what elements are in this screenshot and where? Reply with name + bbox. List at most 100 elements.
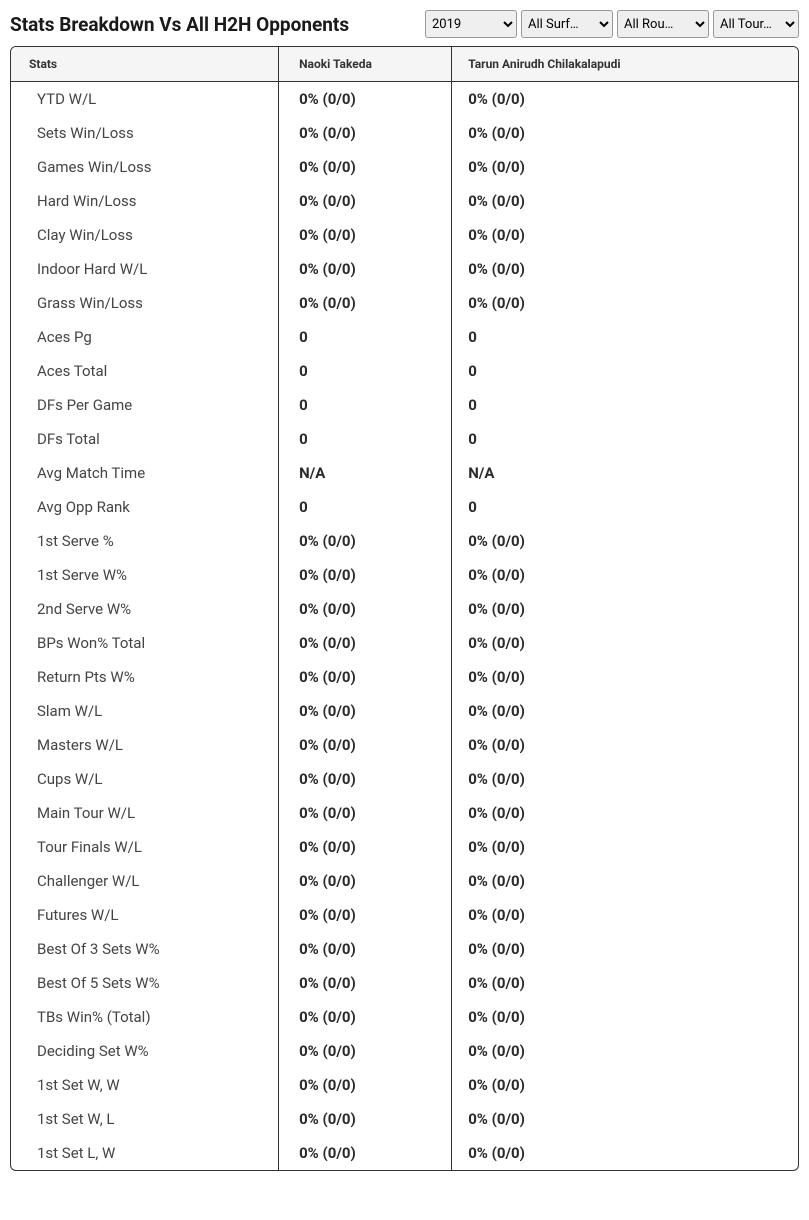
table-row: 1st Serve %0% (0/0)0% (0/0) — [11, 524, 798, 558]
table-row: Cups W/L0% (0/0)0% (0/0) — [11, 762, 798, 796]
tour-select[interactable]: All Tour… — [713, 10, 799, 38]
stat-label: Grass Win/Loss — [11, 286, 279, 320]
stat-value: 0% (0/0) — [452, 898, 798, 932]
stat-value: 0% (0/0) — [452, 694, 798, 728]
stat-value: 0% (0/0) — [452, 524, 798, 558]
table-row: 1st Serve W%0% (0/0)0% (0/0) — [11, 558, 798, 592]
col-header-player1: Naoki Takeda — [279, 47, 452, 82]
stat-value: 0% (0/0) — [279, 1102, 452, 1136]
year-select[interactable]: 2019 — [425, 10, 517, 38]
stat-value: 0% (0/0) — [452, 762, 798, 796]
stat-value: 0% (0/0) — [452, 558, 798, 592]
stat-value: 0% (0/0) — [279, 252, 452, 286]
stat-value: 0% (0/0) — [452, 796, 798, 830]
stat-value: 0 — [279, 422, 452, 456]
stat-value: 0% (0/0) — [452, 728, 798, 762]
stat-label: Sets Win/Loss — [11, 116, 279, 150]
stat-value: 0% (0/0) — [279, 762, 452, 796]
stat-label: Indoor Hard W/L — [11, 252, 279, 286]
table-row: Best Of 5 Sets W%0% (0/0)0% (0/0) — [11, 966, 798, 1000]
header-bar: Stats Breakdown Vs All H2H Opponents 201… — [0, 0, 809, 46]
table-row: 1st Set W, W0% (0/0)0% (0/0) — [11, 1068, 798, 1102]
stat-value: 0% (0/0) — [279, 1068, 452, 1102]
stat-label: Challenger W/L — [11, 864, 279, 898]
stat-label: Cups W/L — [11, 762, 279, 796]
stat-label: DFs Per Game — [11, 388, 279, 422]
table-row: TBs Win% (Total)0% (0/0)0% (0/0) — [11, 1000, 798, 1034]
table-row: DFs Per Game00 — [11, 388, 798, 422]
table-row: BPs Won% Total0% (0/0)0% (0/0) — [11, 626, 798, 660]
stat-label: Deciding Set W% — [11, 1034, 279, 1068]
stat-label: Games Win/Loss — [11, 150, 279, 184]
stat-value: 0 — [452, 388, 798, 422]
table-row: Challenger W/L0% (0/0)0% (0/0) — [11, 864, 798, 898]
stat-value: 0% (0/0) — [279, 932, 452, 966]
stat-value: 0% (0/0) — [452, 1068, 798, 1102]
stat-value: 0 — [279, 388, 452, 422]
stat-value: 0 — [452, 320, 798, 354]
stat-label: 2nd Serve W% — [11, 592, 279, 626]
stat-label: Return Pts W% — [11, 660, 279, 694]
table-row: Clay Win/Loss0% (0/0)0% (0/0) — [11, 218, 798, 252]
stat-value: 0% (0/0) — [279, 1136, 452, 1170]
stat-value: 0% (0/0) — [279, 796, 452, 830]
table-row: Avg Opp Rank00 — [11, 490, 798, 524]
stat-label: Futures W/L — [11, 898, 279, 932]
stat-label: 1st Set L, W — [11, 1136, 279, 1170]
col-header-player2: Tarun Anirudh Chilakalapudi — [452, 47, 798, 82]
stat-value: 0 — [279, 354, 452, 388]
stat-value: 0% (0/0) — [452, 218, 798, 252]
table-header-row: Stats Naoki Takeda Tarun Anirudh Chilaka… — [11, 47, 798, 82]
stat-label: Main Tour W/L — [11, 796, 279, 830]
stat-value: 0% (0/0) — [279, 864, 452, 898]
stat-value: 0% (0/0) — [279, 728, 452, 762]
table-row: Indoor Hard W/L0% (0/0)0% (0/0) — [11, 252, 798, 286]
stat-value: 0% (0/0) — [279, 184, 452, 218]
stat-label: DFs Total — [11, 422, 279, 456]
stat-label: 1st Serve % — [11, 524, 279, 558]
stat-value: 0% (0/0) — [452, 184, 798, 218]
table-row: Avg Match TimeN/AN/A — [11, 456, 798, 490]
table-row: Grass Win/Loss0% (0/0)0% (0/0) — [11, 286, 798, 320]
stat-value: 0% (0/0) — [452, 1102, 798, 1136]
stat-label: Masters W/L — [11, 728, 279, 762]
filter-group: 2019 All Surf… All Rou… All Tour… — [425, 10, 799, 38]
stat-value: 0% (0/0) — [452, 286, 798, 320]
stat-value: 0% (0/0) — [452, 830, 798, 864]
stat-value: 0% (0/0) — [279, 898, 452, 932]
stat-label: Avg Match Time — [11, 456, 279, 490]
table-row: Games Win/Loss0% (0/0)0% (0/0) — [11, 150, 798, 184]
stat-label: 1st Set W, L — [11, 1102, 279, 1136]
surface-select[interactable]: All Surf… — [521, 10, 613, 38]
stat-value: 0% (0/0) — [279, 82, 452, 117]
stat-value: 0% (0/0) — [279, 626, 452, 660]
stat-value: 0% (0/0) — [452, 864, 798, 898]
table-row: Main Tour W/L0% (0/0)0% (0/0) — [11, 796, 798, 830]
stat-value: 0% (0/0) — [452, 252, 798, 286]
stat-label: Best Of 3 Sets W% — [11, 932, 279, 966]
table-row: Aces Total00 — [11, 354, 798, 388]
table-row: Best Of 3 Sets W%0% (0/0)0% (0/0) — [11, 932, 798, 966]
table-row: 1st Set W, L0% (0/0)0% (0/0) — [11, 1102, 798, 1136]
stat-value: 0% (0/0) — [279, 558, 452, 592]
stat-value: N/A — [279, 456, 452, 490]
stat-value: 0% (0/0) — [452, 1034, 798, 1068]
stat-value: 0% (0/0) — [452, 82, 798, 117]
stat-value: 0 — [279, 320, 452, 354]
page-title: Stats Breakdown Vs All H2H Opponents — [10, 13, 349, 36]
stat-value: 0% (0/0) — [452, 116, 798, 150]
table-row: YTD W/L0% (0/0)0% (0/0) — [11, 82, 798, 117]
stats-table-container: Stats Naoki Takeda Tarun Anirudh Chilaka… — [10, 46, 799, 1171]
stat-label: TBs Win% (Total) — [11, 1000, 279, 1034]
stat-label: Clay Win/Loss — [11, 218, 279, 252]
stat-value: 0 — [452, 354, 798, 388]
table-row: Tour Finals W/L0% (0/0)0% (0/0) — [11, 830, 798, 864]
stat-value: 0% (0/0) — [279, 524, 452, 558]
stat-label: Aces Total — [11, 354, 279, 388]
stat-value: 0 — [452, 422, 798, 456]
stat-value: 0% (0/0) — [279, 218, 452, 252]
stat-label: Aces Pg — [11, 320, 279, 354]
round-select[interactable]: All Rou… — [617, 10, 709, 38]
stat-value: 0 — [279, 490, 452, 524]
table-row: DFs Total00 — [11, 422, 798, 456]
